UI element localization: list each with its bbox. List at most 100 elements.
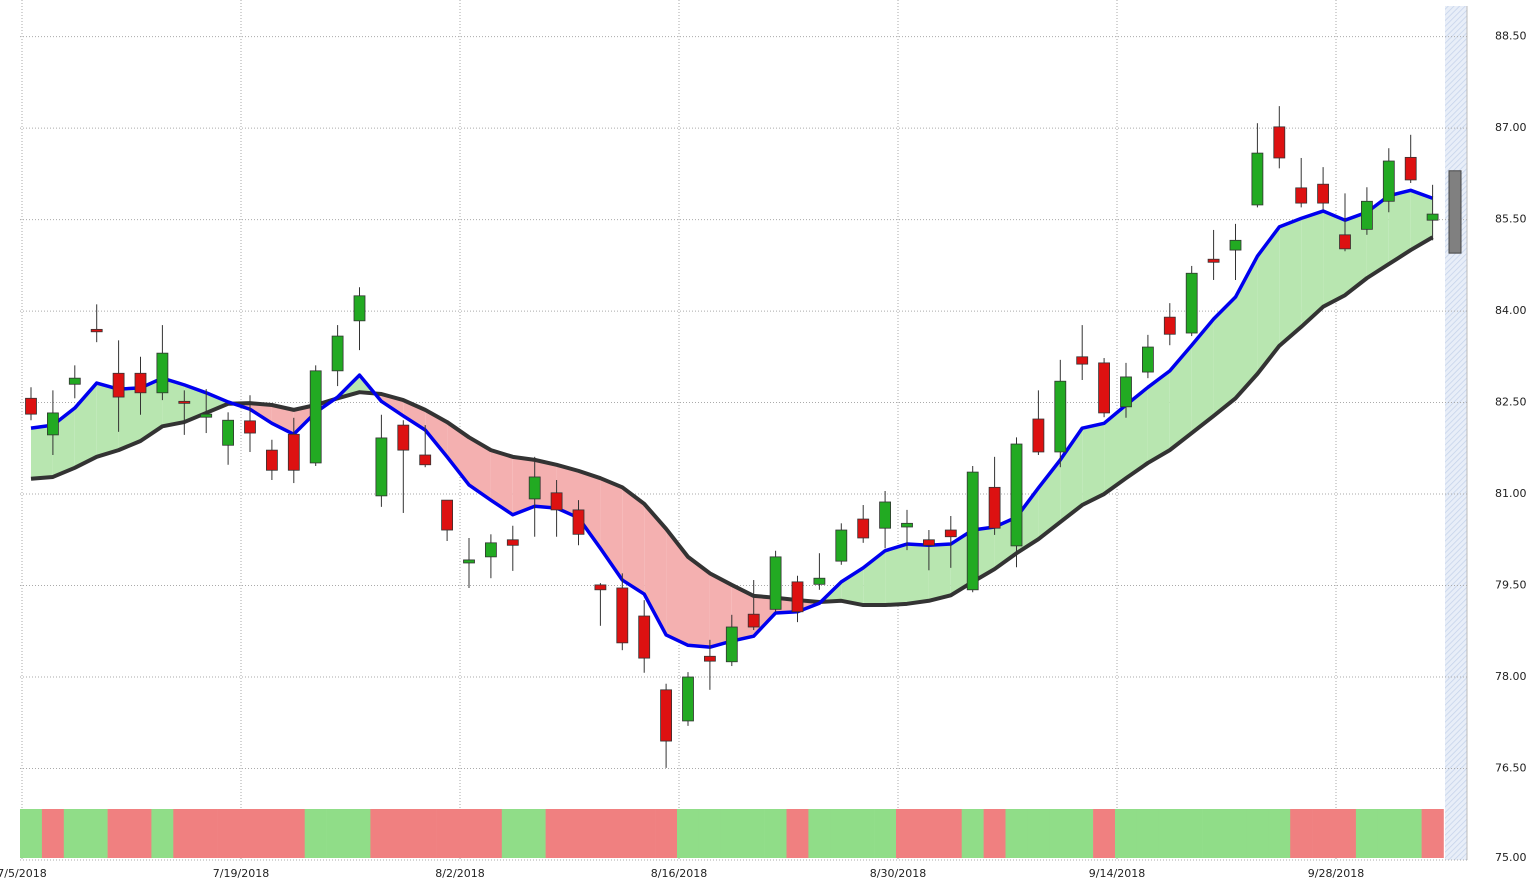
signal-cell [129, 809, 152, 858]
signal-cell [830, 809, 853, 858]
signal-cell [896, 809, 919, 858]
ma-fill-area [1410, 190, 1433, 251]
candle-body [638, 615, 651, 659]
ma-fill-area [1345, 212, 1367, 296]
range-marker [1448, 170, 1462, 254]
signal-cell [523, 809, 546, 858]
signal-cell [808, 809, 831, 858]
ma-fill-area [1235, 256, 1258, 399]
candle-body [901, 522, 913, 528]
x-tick-label: 7/5/2018 [0, 867, 47, 880]
candle-body [134, 372, 147, 394]
signal-cell [1158, 809, 1181, 858]
candle-body [1142, 346, 1154, 373]
y-tick-label: 76.50 [1495, 762, 1527, 775]
signal-cell [655, 809, 678, 858]
signal-cell [260, 809, 284, 858]
ma-fill-area [1191, 318, 1214, 434]
ma-fill-area [206, 392, 229, 413]
signal-cell [370, 809, 393, 858]
ma-fill-area [271, 404, 294, 435]
candle-body [1404, 156, 1417, 181]
candle-body [47, 412, 59, 436]
candle-body [1098, 362, 1110, 414]
ma-fill-area [447, 422, 469, 485]
signal-cell [677, 809, 700, 858]
signal-cell [633, 809, 656, 858]
candle-body [1273, 126, 1286, 159]
candle-body [156, 352, 169, 394]
signal-cell [1202, 809, 1225, 858]
y-tick-label: 81.00 [1495, 487, 1527, 500]
signal-cell [85, 809, 108, 858]
ma-fill-area [1213, 297, 1236, 416]
candle-body [572, 509, 585, 535]
candle-body [725, 626, 738, 663]
ma-fill-area [928, 544, 951, 601]
candle-body [1032, 418, 1045, 453]
signal-cell [567, 809, 590, 858]
ma-fill-area [140, 378, 163, 441]
signal-cell [589, 809, 612, 858]
candle-body [265, 449, 278, 471]
y-tick-label: 88.50 [1495, 30, 1527, 43]
signal-cell [348, 809, 371, 858]
candle-body [1076, 356, 1089, 365]
candle-body [660, 689, 672, 742]
signal-cell [764, 809, 787, 858]
ma-fill-area [1082, 423, 1105, 506]
signal-cell [1049, 809, 1072, 858]
future-area [1445, 6, 1467, 860]
candle-body [331, 335, 344, 372]
ma-fill-area [1257, 226, 1280, 374]
signal-cell [1268, 809, 1291, 858]
candle-body [1010, 443, 1023, 547]
signal-cell [1136, 809, 1160, 858]
signal-cell [1312, 809, 1335, 858]
ma-fill-area [1279, 218, 1302, 346]
signal-cell [917, 809, 941, 858]
candle-body [857, 518, 870, 539]
ma-fill-area [469, 437, 491, 501]
ma-fill-area [425, 409, 448, 457]
x-tick-label: 8/30/2018 [870, 867, 926, 880]
candle-body [287, 433, 300, 471]
candle-body [441, 499, 454, 531]
candle-body [1361, 200, 1373, 230]
signal-cell [1290, 809, 1313, 858]
moving-average-line [30, 235, 1434, 608]
candle-body [682, 676, 694, 722]
ma-fill-area [96, 383, 119, 457]
x-tick-label: 8/2/2018 [435, 867, 484, 880]
ma-fill-area [1169, 345, 1192, 451]
signal-cell [1224, 809, 1247, 858]
signal-cell [961, 809, 984, 858]
candle-body [506, 539, 519, 546]
signal-cell [63, 809, 86, 858]
candle-body [1054, 380, 1067, 453]
y-tick-label: 78.00 [1495, 670, 1527, 683]
signal-cell [983, 809, 1006, 858]
signal-cell [239, 809, 262, 858]
candle-body [1207, 258, 1220, 263]
candle-body [178, 400, 191, 404]
candle-body [988, 486, 1001, 529]
ma-fill-area [118, 387, 141, 451]
signal-cell [852, 809, 875, 858]
candle-body [835, 529, 848, 562]
y-tick-label: 85.50 [1495, 213, 1527, 226]
y-tick-label: 79.50 [1495, 579, 1527, 592]
signal-cell [1246, 809, 1269, 858]
signal-cell [304, 809, 327, 858]
ma-fill-area [841, 567, 864, 606]
ma-fill-area [622, 487, 645, 595]
candle-body [419, 454, 432, 466]
signal-cell [414, 809, 437, 858]
candle-body [1295, 187, 1308, 204]
ma-fill-area [688, 556, 710, 648]
signal-cell [1093, 809, 1116, 858]
ma-fill-area [885, 544, 907, 606]
candle-body [222, 419, 235, 446]
signal-cell [1399, 809, 1422, 858]
